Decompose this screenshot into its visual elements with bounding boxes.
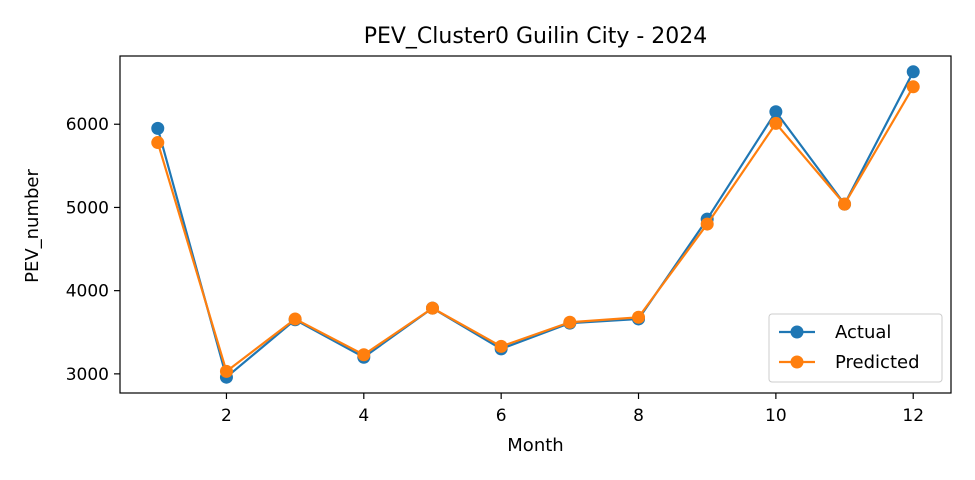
x-tick-label: 12	[902, 406, 924, 426]
data-point-predicted	[494, 339, 508, 353]
data-point-predicted	[219, 364, 233, 378]
legend-swatch-marker-predicted	[790, 355, 804, 369]
y-tick-label: 5000	[66, 198, 109, 218]
legend-label-actual: Actual	[835, 322, 891, 343]
series-line-predicted	[156, 86, 915, 373]
axes-frame	[119, 55, 952, 394]
y-axis-label: PEV_number	[22, 169, 43, 283]
x-tick-label: 6	[496, 406, 507, 426]
x-axis-label: Month	[507, 435, 563, 456]
legend-label-predicted: Predicted	[835, 352, 920, 373]
data-point-predicted	[151, 136, 165, 150]
x-tick-label: 10	[765, 406, 787, 426]
y-tick-label: 3000	[66, 365, 109, 385]
data-point-actual	[769, 105, 783, 119]
data-point-predicted	[357, 348, 371, 362]
x-tick-label: 2	[221, 406, 232, 426]
data-point-predicted	[838, 197, 852, 211]
y-tick-label: 4000	[66, 282, 109, 302]
data-point-predicted	[425, 301, 439, 315]
data-point-predicted	[769, 116, 783, 130]
x-tick-label: 8	[633, 406, 644, 426]
data-point-predicted	[906, 80, 920, 94]
series-line-actual	[156, 71, 915, 379]
data-point-actual	[906, 65, 920, 79]
data-point-predicted	[563, 315, 577, 329]
plot-area: 2 4 6 8 10 12 3000 4000 5000 6000	[66, 55, 952, 426]
data-point-actual	[151, 121, 165, 135]
data-point-predicted	[700, 217, 714, 231]
data-point-predicted	[288, 312, 302, 326]
legend: Actual Predicted	[768, 313, 943, 383]
y-tick-label: 6000	[66, 115, 109, 135]
chart-title: PEV_Cluster0 Guilin City - 2024	[364, 24, 708, 49]
legend-swatch-marker-actual	[790, 325, 804, 339]
data-point-predicted	[632, 310, 646, 324]
x-tick-label: 4	[358, 406, 369, 426]
